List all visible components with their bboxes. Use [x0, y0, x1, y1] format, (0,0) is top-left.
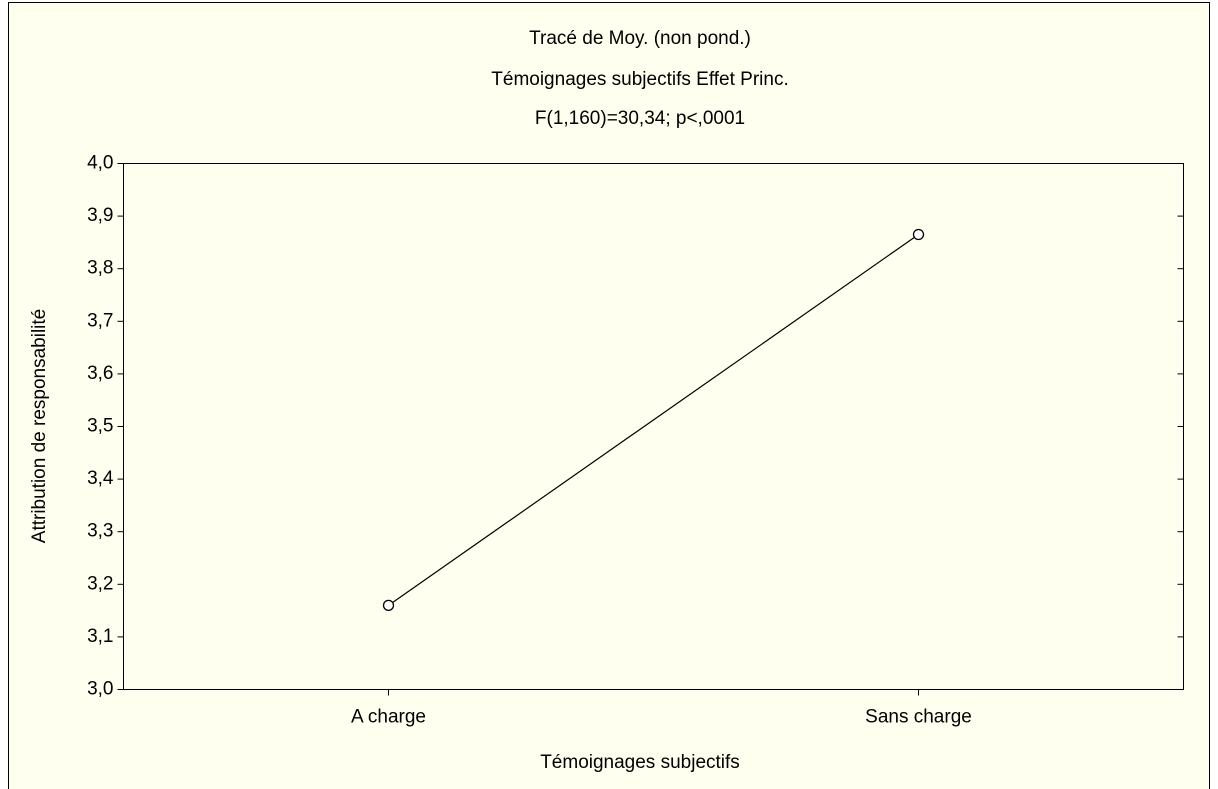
chart-frame	[8, 2, 1210, 789]
y-tick-label: 3,2	[87, 573, 113, 594]
line	[388, 234, 919, 606]
point	[382, 599, 395, 611]
y-tick-label: 3,3	[87, 521, 113, 542]
x-tick-label: Sans charge	[865, 707, 972, 728]
y-tick-label: 3,6	[87, 363, 113, 384]
y-tick-label: 3,9	[87, 205, 113, 226]
y-tick-label: 3,0	[87, 679, 113, 700]
y-tick-label: 3,4	[87, 468, 114, 489]
y-tick-label: 4,0	[87, 153, 113, 174]
x-axis-label: Témoignages subjectifs	[540, 752, 740, 773]
y-tick-label: 3,7	[87, 310, 113, 331]
chart-title: Tracé de Moy. (non pond.)	[529, 28, 751, 49]
chart-subtitle: Témoignages subjectifs Effet Princ.	[491, 69, 788, 90]
y-tick-label: 3,8	[87, 258, 113, 279]
annotation: F(1,160)=30,34; p<,0001	[535, 108, 745, 129]
y-tick-label: 3,1	[87, 626, 113, 647]
y-axis-label: Attribution de responsabilité	[29, 309, 50, 543]
x-tick-label: A charge	[351, 707, 426, 728]
y-tick-label: 3,5	[87, 416, 113, 437]
point	[912, 228, 925, 241]
